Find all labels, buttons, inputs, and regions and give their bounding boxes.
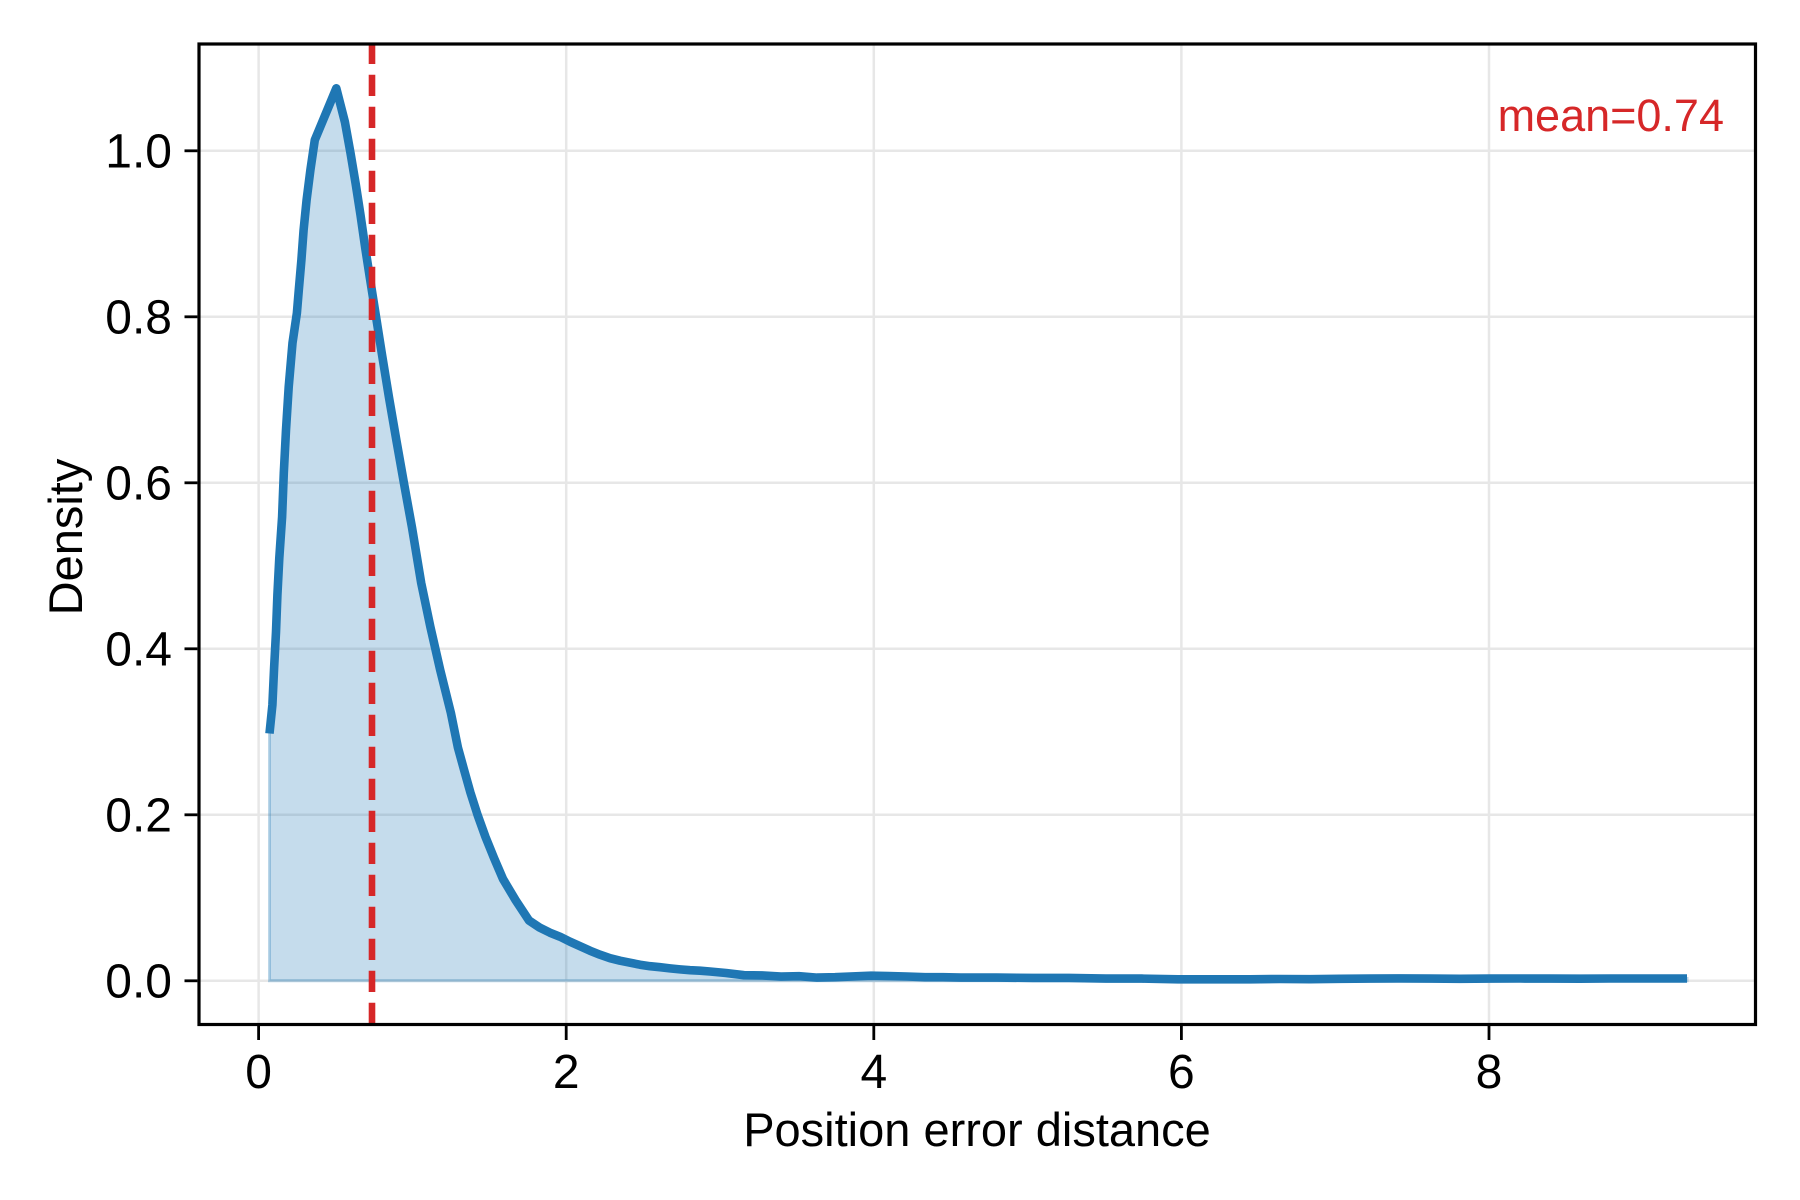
svg-text:0.6: 0.6	[105, 457, 172, 510]
svg-text:0.8: 0.8	[105, 291, 172, 344]
svg-text:0.0: 0.0	[105, 955, 172, 1008]
svg-text:0.4: 0.4	[105, 623, 172, 676]
svg-text:mean=0.74: mean=0.74	[1498, 90, 1724, 141]
svg-text:4: 4	[860, 1046, 887, 1099]
svg-text:1.0: 1.0	[105, 125, 172, 178]
svg-text:6: 6	[1168, 1046, 1195, 1099]
svg-text:8: 8	[1476, 1046, 1503, 1099]
svg-text:Density: Density	[39, 458, 92, 615]
svg-text:Position error distance: Position error distance	[743, 1103, 1211, 1156]
svg-text:0: 0	[245, 1046, 272, 1099]
svg-text:2: 2	[553, 1046, 580, 1099]
svg-text:0.2: 0.2	[105, 789, 172, 842]
